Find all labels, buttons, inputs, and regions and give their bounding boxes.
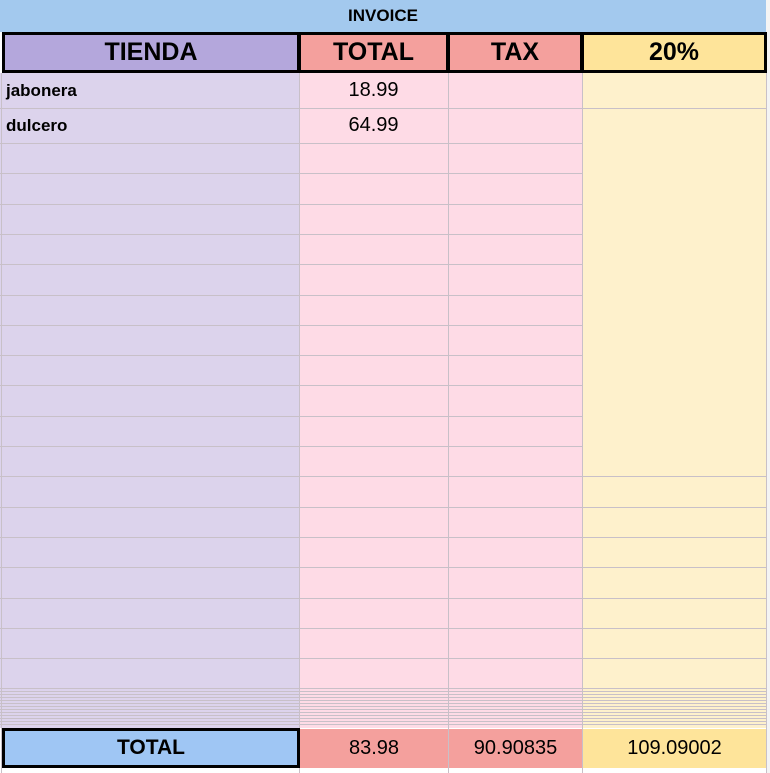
row-line bbox=[0, 567, 582, 568]
row-line bbox=[582, 537, 766, 538]
row-line bbox=[0, 416, 582, 417]
row-line bbox=[582, 712, 766, 713]
col-line bbox=[299, 73, 300, 773]
store-name: jabonera bbox=[6, 80, 77, 100]
row-line bbox=[582, 476, 766, 477]
row-line bbox=[0, 688, 582, 689]
header-cell: TIENDA bbox=[2, 32, 300, 73]
row-line bbox=[582, 598, 766, 599]
row-line bbox=[582, 691, 766, 692]
row-line bbox=[582, 697, 766, 698]
row-line bbox=[0, 706, 582, 707]
row-line bbox=[582, 628, 766, 629]
row-line bbox=[0, 173, 582, 174]
col-e-bg bbox=[766, 0, 770, 773]
row-line bbox=[0, 721, 582, 722]
row-line bbox=[582, 721, 766, 722]
totals-value: 90.90835 bbox=[449, 729, 582, 768]
totals-label: TOTAL bbox=[2, 728, 300, 768]
col-line bbox=[582, 73, 583, 773]
row-line bbox=[0, 598, 582, 599]
col-d-bg bbox=[582, 73, 766, 728]
row-line bbox=[0, 537, 582, 538]
row-line bbox=[0, 385, 582, 386]
store-total: 64.99 bbox=[348, 114, 399, 136]
row-line bbox=[0, 712, 582, 713]
row-line bbox=[0, 724, 582, 725]
row-line bbox=[582, 718, 766, 719]
row-line bbox=[0, 658, 582, 659]
row-line bbox=[0, 325, 582, 326]
col-line bbox=[766, 73, 767, 773]
row-line bbox=[0, 628, 582, 629]
row-line bbox=[582, 700, 766, 701]
row-line bbox=[0, 204, 582, 205]
row-line bbox=[582, 703, 766, 704]
row-line bbox=[0, 709, 582, 710]
row-line bbox=[0, 108, 582, 109]
row-line bbox=[0, 694, 582, 695]
row-line bbox=[582, 709, 766, 710]
store-total: 18.99 bbox=[348, 79, 399, 101]
row-line bbox=[582, 658, 766, 659]
row-line bbox=[0, 446, 582, 447]
row-line bbox=[582, 724, 766, 725]
col-line bbox=[448, 73, 449, 773]
row-line bbox=[0, 264, 582, 265]
row-line bbox=[582, 715, 766, 716]
col-bc-bg bbox=[299, 73, 582, 728]
row-line bbox=[0, 715, 582, 716]
row-line bbox=[0, 355, 582, 356]
row-line bbox=[582, 706, 766, 707]
header-cell: 20% bbox=[581, 32, 767, 73]
row-line bbox=[582, 694, 766, 695]
col-line bbox=[1, 73, 2, 773]
row-line bbox=[0, 234, 582, 235]
row-line bbox=[582, 108, 766, 109]
row-line bbox=[0, 718, 582, 719]
col-a-bg bbox=[0, 73, 299, 728]
row-line bbox=[0, 507, 582, 508]
row-line bbox=[582, 567, 766, 568]
invoice-title: INVOICE bbox=[0, 0, 766, 32]
row-line bbox=[0, 703, 582, 704]
totals-value: 83.98 bbox=[300, 729, 448, 768]
row-line bbox=[582, 507, 766, 508]
row-line bbox=[0, 476, 582, 477]
row-line bbox=[0, 691, 582, 692]
row-line bbox=[0, 697, 582, 698]
row-line bbox=[0, 143, 582, 144]
header-cell: TOTAL bbox=[298, 32, 449, 73]
row-line bbox=[582, 688, 766, 689]
store-name: dulcero bbox=[6, 115, 68, 135]
header-cell: TAX bbox=[447, 32, 583, 73]
row-line bbox=[0, 700, 582, 701]
totals-value: 109.09002 bbox=[583, 729, 766, 768]
row-line bbox=[0, 295, 582, 296]
